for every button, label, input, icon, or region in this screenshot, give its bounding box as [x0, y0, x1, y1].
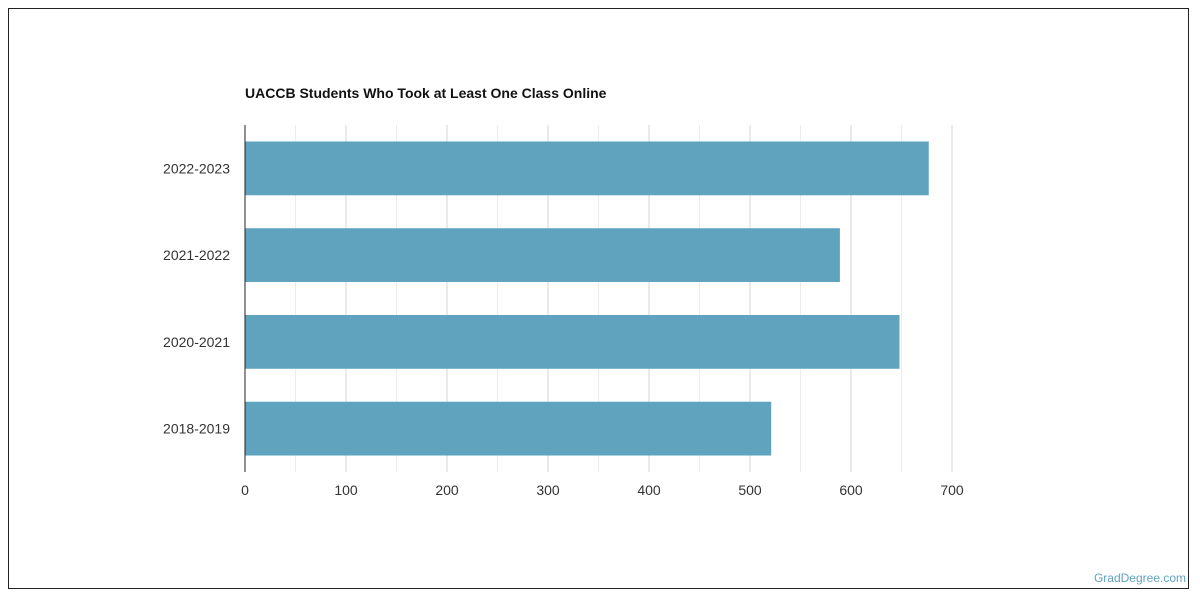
- bar: [245, 401, 772, 456]
- chart-title: UACCB Students Who Took at Least One Cla…: [245, 85, 607, 101]
- x-tick-label: 100: [334, 482, 358, 498]
- x-tick-label: 700: [940, 482, 964, 498]
- y-tick-label: 2020-2021: [163, 334, 230, 350]
- x-tick-label: 300: [536, 482, 560, 498]
- source-credit[interactable]: GradDegree.com: [1093, 571, 1186, 585]
- bar: [245, 314, 900, 369]
- y-tick-label: 2022-2023: [163, 160, 230, 176]
- x-tick-label: 200: [435, 482, 459, 498]
- y-tick-label: 2018-2019: [163, 421, 230, 437]
- x-tick-label: 0: [241, 482, 249, 498]
- x-tick-label: 400: [637, 482, 661, 498]
- bar: [245, 141, 929, 196]
- x-tick-label: 500: [738, 482, 762, 498]
- y-tick-label: 2021-2022: [163, 247, 230, 263]
- bar: [245, 228, 840, 283]
- x-tick-label: 600: [839, 482, 863, 498]
